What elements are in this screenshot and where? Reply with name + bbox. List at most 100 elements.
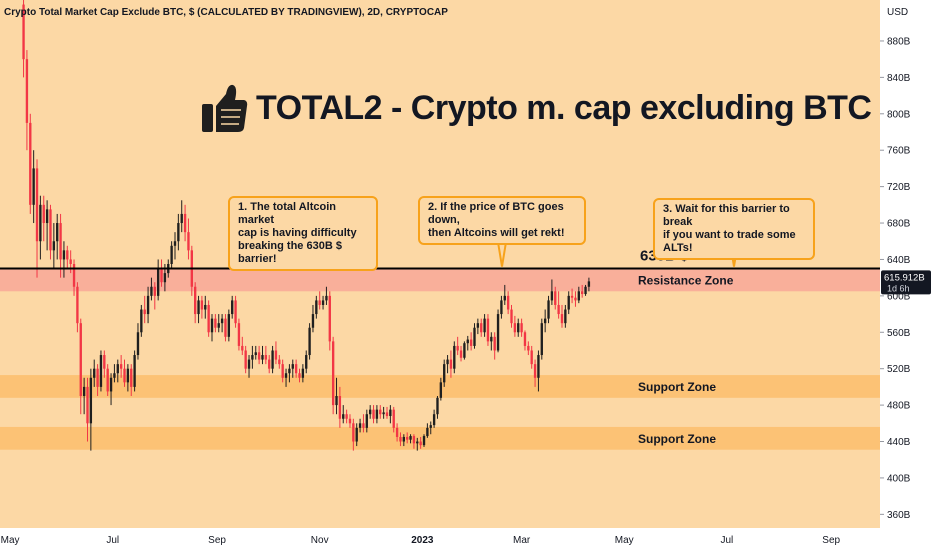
- support-zone-label-1: Support Zone: [638, 380, 716, 394]
- candle-body-37: [146, 295, 150, 315]
- y-tick-label-4: 520B: [887, 364, 911, 375]
- y-tick-label-7: 640B: [887, 255, 911, 266]
- candle-body-99: [355, 427, 358, 442]
- candle-body-2: [29, 122, 32, 205]
- candle-body-66: [244, 350, 247, 369]
- candle-body-16: [76, 286, 79, 324]
- candle-body-126: [446, 359, 449, 365]
- candle-body-111: [395, 427, 399, 437]
- candle-body-121: [429, 425, 432, 428]
- candle-body-15: [72, 264, 76, 287]
- candle-body-113: [402, 436, 406, 442]
- candle-body-130: [459, 350, 463, 358]
- y-tick-label-11: 800B: [887, 109, 911, 120]
- candle-body-52: [197, 300, 200, 315]
- candle-body-55: [207, 304, 210, 333]
- candle-body-148: [520, 323, 523, 333]
- candle-body-79: [288, 368, 291, 374]
- candle-body-56: [210, 318, 214, 333]
- candle-body-13: [66, 250, 69, 260]
- candle-body-132: [466, 339, 469, 344]
- candle-body-98: [352, 423, 355, 442]
- candle-body-104: [372, 409, 375, 419]
- candle-body-32: [130, 368, 133, 387]
- candle-body-84: [305, 355, 308, 369]
- candle-body-115: [409, 436, 412, 440]
- y-tick-label-9: 720B: [887, 182, 911, 193]
- y-tick-label-1: 400B: [887, 473, 911, 484]
- x-tick-label-4: 2023: [411, 535, 434, 546]
- candle-body-161: [564, 309, 567, 324]
- candle-body-97: [348, 418, 352, 424]
- candle-body-38: [150, 286, 153, 296]
- x-tick-label-3: Nov: [311, 535, 329, 546]
- candle-body-68: [251, 355, 254, 360]
- candle-body-155: [543, 318, 547, 324]
- time-axis-background: [0, 528, 932, 550]
- candle-body-51: [194, 286, 197, 315]
- candle-body-5: [39, 204, 42, 242]
- candle-body-53: [200, 300, 204, 310]
- candle-body-36: [143, 309, 146, 315]
- last-price-value: 615.912B: [884, 272, 925, 283]
- chart-title: Crypto Total Market Cap Exclude BTC, $ (…: [4, 7, 448, 18]
- candle-body-28: [116, 364, 119, 374]
- candle-body-110: [392, 409, 395, 428]
- x-tick-label-7: Jul: [720, 535, 733, 546]
- candle-body-106: [379, 409, 382, 415]
- candle-body-112: [399, 436, 402, 442]
- candle-body-87: [315, 300, 318, 315]
- candle-body-120: [426, 427, 429, 437]
- candle-body-42: [163, 273, 167, 283]
- candle-body-81: [294, 364, 298, 374]
- candle-body-158: [554, 291, 557, 305]
- candle-body-70: [257, 352, 261, 360]
- x-tick-label-0: May: [1, 535, 20, 546]
- candle-body-23: [99, 355, 103, 387]
- x-tick-label-1: Jul: [106, 535, 119, 546]
- time-axis[interactable]: May Jul Sep Nov 2023 Mar May Jul Sep: [0, 528, 932, 550]
- candle-body-133: [469, 339, 473, 346]
- candle-body-102: [365, 414, 368, 428]
- candle-body-140: [493, 336, 496, 351]
- candle-body-3: [32, 168, 35, 205]
- resistance-zone-label: Resistance Zone: [638, 273, 734, 287]
- candle-body-27: [113, 373, 116, 378]
- candle-body-85: [308, 327, 311, 356]
- candle-body-48: [183, 213, 187, 233]
- candle-body-134: [473, 327, 476, 346]
- candle-body-78: [284, 373, 288, 378]
- candle-body-39: [153, 286, 156, 296]
- candle-body-20: [89, 377, 93, 424]
- candle-body-45: [173, 241, 177, 246]
- candle-body-114: [406, 436, 409, 440]
- candle-body-163: [570, 295, 574, 298]
- candle-body-75: [274, 350, 278, 360]
- candle-body-31: [126, 368, 130, 383]
- candle-body-91: [328, 295, 331, 342]
- candle-body-69: [254, 352, 257, 356]
- x-tick-label-5: Mar: [513, 535, 531, 546]
- candle-body-160: [560, 314, 564, 324]
- candle-body-153: [537, 355, 540, 378]
- candle-body-49: [187, 232, 190, 251]
- candle-body-33: [133, 355, 136, 387]
- candle-body-117: [416, 441, 419, 444]
- candle-body-107: [382, 412, 385, 415]
- y-tick-label-5: 560B: [887, 328, 911, 339]
- candle-body-12: [62, 250, 66, 260]
- candle-body-34: [136, 332, 140, 356]
- candle-body-96: [345, 414, 348, 419]
- candle-body-58: [217, 323, 220, 328]
- candle-body-125: [443, 364, 446, 383]
- candle-body-29: [119, 364, 123, 369]
- x-tick-label-2: Sep: [208, 535, 226, 546]
- candle-body-40: [156, 268, 160, 296]
- candle-body-122: [432, 414, 436, 426]
- candle-body-88: [318, 300, 321, 305]
- candle-body-8: [49, 209, 52, 251]
- candle-body-1: [25, 59, 29, 123]
- headline-text: TOTAL2 - Crypto m. cap excluding BTC: [256, 88, 872, 127]
